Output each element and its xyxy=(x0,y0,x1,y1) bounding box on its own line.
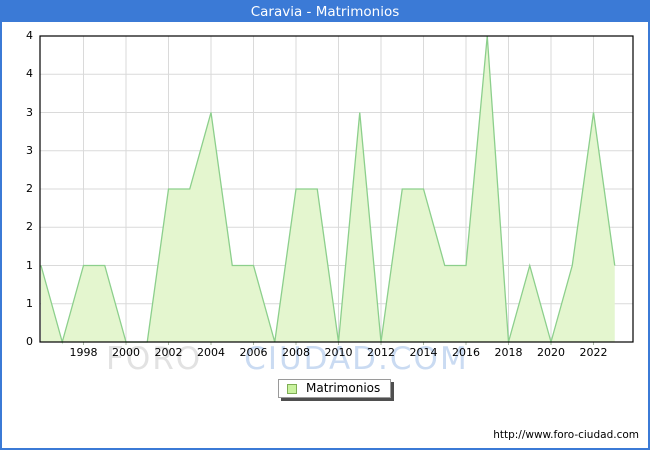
x-tick-label: 2018 xyxy=(494,346,523,359)
x-tick-label: 2020 xyxy=(537,346,565,359)
x-tick-label: 2012 xyxy=(367,346,395,359)
y-tick-label: 3 xyxy=(26,105,33,119)
x-tick-label: 2016 xyxy=(452,346,480,359)
y-tick-label: 4 xyxy=(26,67,33,81)
legend-box: Matrimonios xyxy=(278,379,392,398)
y-tick-label: 0 xyxy=(26,335,33,348)
x-tick-label: 2008 xyxy=(282,346,310,359)
x-tick-label: 2010 xyxy=(324,346,353,359)
legend-color-swatch xyxy=(287,383,297,394)
x-tick-label: 2004 xyxy=(197,346,225,359)
y-tick-label: 1 xyxy=(26,258,33,272)
x-tick-label: 2002 xyxy=(154,346,183,359)
area-fill xyxy=(41,36,615,342)
y-tick-label: 4 xyxy=(26,29,33,42)
x-tick-label: 2014 xyxy=(409,346,438,359)
legend-series-label: Matrimonios xyxy=(306,381,381,395)
chart-title: Caravia - Matrimonios xyxy=(2,2,648,22)
x-tick-label: 2022 xyxy=(579,346,608,359)
x-tick-label: 1998 xyxy=(69,346,98,359)
y-tick-label: 2 xyxy=(26,220,33,234)
plot-border xyxy=(39,35,634,343)
y-tick-label: 1 xyxy=(26,296,33,310)
y-tick-label: 3 xyxy=(26,143,33,157)
footer-url-text: http://www.foro-ciudad.com xyxy=(493,429,639,441)
x-tick-label: 2006 xyxy=(239,346,268,359)
x-tick-label: 2000 xyxy=(112,346,140,359)
y-tick-label: 2 xyxy=(26,182,33,195)
